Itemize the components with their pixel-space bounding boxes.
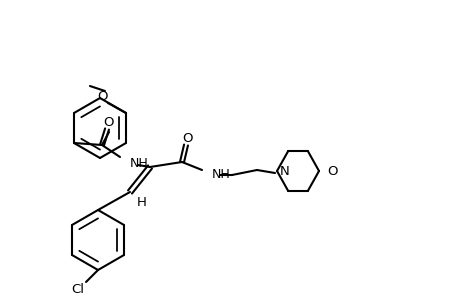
Text: NH: NH (130, 157, 148, 169)
Text: O: O (97, 89, 108, 103)
Text: O: O (102, 116, 113, 128)
Text: Cl: Cl (71, 284, 84, 296)
Text: N: N (280, 164, 289, 178)
Text: O: O (181, 131, 192, 145)
Text: O: O (326, 164, 337, 178)
Text: NH: NH (212, 167, 230, 181)
Text: H: H (137, 196, 146, 208)
